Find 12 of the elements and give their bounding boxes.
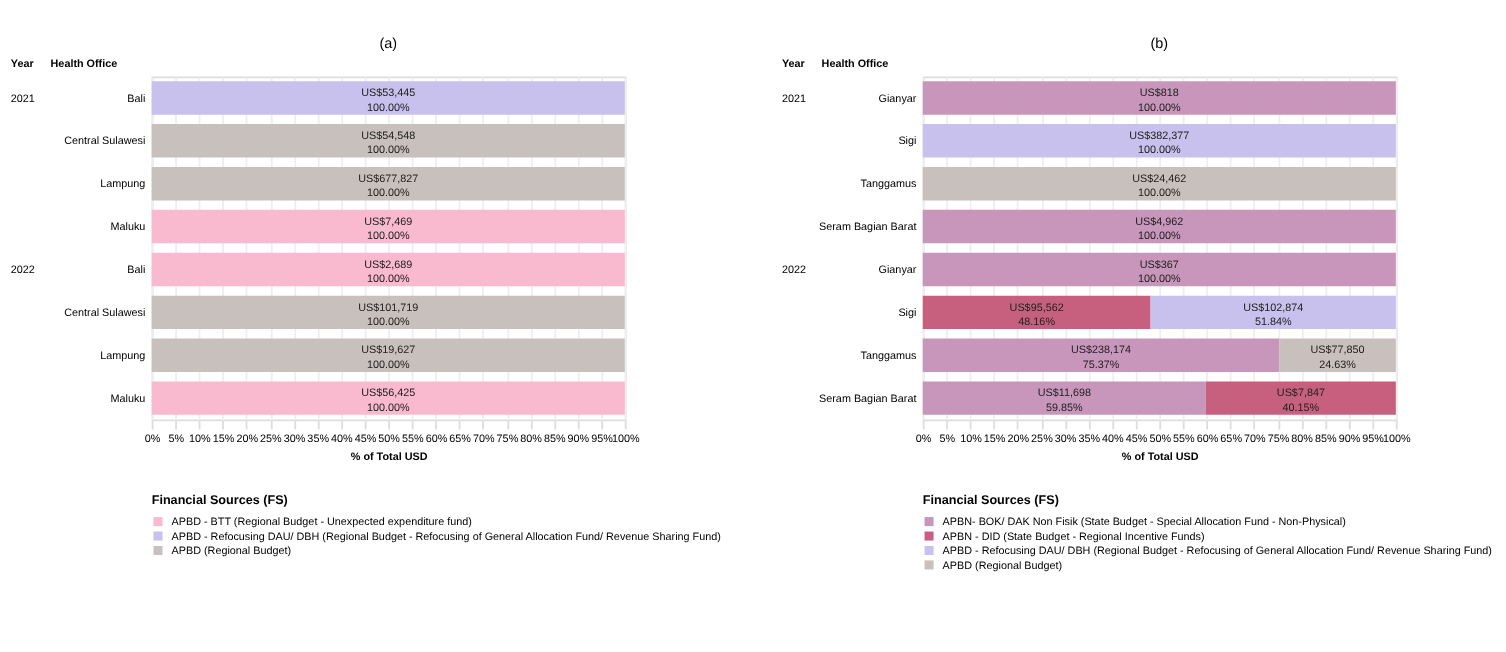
bar	[922, 252, 1396, 287]
bar	[922, 295, 1151, 330]
bar	[922, 124, 1396, 158]
bar	[922, 381, 1206, 415]
chart-title: (b)	[1150, 33, 1169, 52]
bar	[922, 338, 1280, 372]
bar	[922, 166, 1396, 201]
chart-title: (a)	[379, 33, 398, 52]
bar	[922, 81, 1396, 115]
bar	[922, 209, 1396, 244]
bar	[1205, 381, 1396, 415]
bar	[1150, 295, 1396, 330]
